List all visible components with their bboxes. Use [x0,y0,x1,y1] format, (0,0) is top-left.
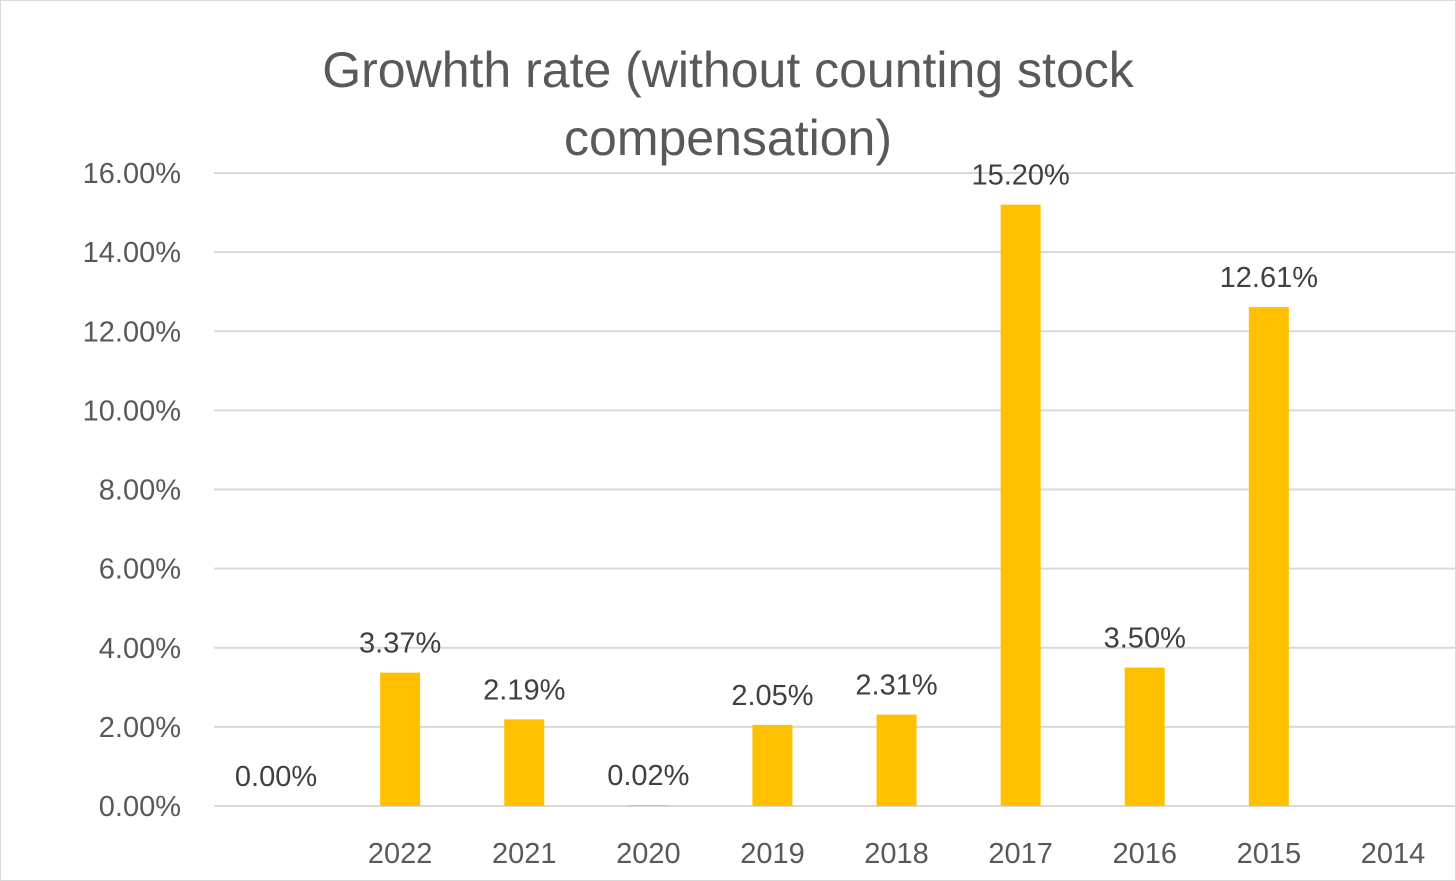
x-tick-label: 2020 [616,838,681,870]
y-tick-label: 14.00% [83,237,181,269]
x-tick-label: 2014 [1361,838,1426,870]
x-tick-label: 2021 [492,838,557,870]
bar [504,719,545,806]
y-tick-label: 8.00% [99,475,181,507]
bar [380,672,421,806]
y-tick-label: 10.00% [83,395,181,427]
bar [1124,667,1165,806]
y-tick-label: 4.00% [99,633,181,665]
bar [752,724,793,806]
y-tick-label: 0.00% [99,791,181,823]
y-tick-label: 2.00% [99,712,181,744]
data-label: 0.02% [607,760,689,792]
x-tick-label: 2018 [864,838,929,870]
bar [1000,204,1041,806]
data-label: 12.61% [1220,262,1318,294]
x-tick-label: 2016 [1112,838,1177,870]
data-label: 2.31% [855,670,937,702]
x-tick-label: 2022 [368,838,433,870]
chart-title-line-1: Growhth rate (without counting stock [322,42,1134,98]
data-label: 0.00% [235,761,317,793]
data-label: 3.50% [1104,623,1186,655]
x-axis: 2022 2021 2020 2019 2018 2017 2016 2015 2014 [368,838,1425,870]
x-tick-label: 2019 [740,838,805,870]
bar [1248,307,1289,806]
bars [380,204,1289,806]
x-tick-label: 2015 [1237,838,1302,870]
bar [628,805,669,806]
data-label: 3.37% [359,628,441,660]
data-label: 15.20% [971,160,1069,192]
chart-title-line-2: compensation) [564,110,892,166]
data-labels: 0.00% 3.37% 2.19% 0.02% 2.05% 2.31% 15.20% 3.50… [235,160,1318,793]
x-tick-label: 2017 [988,838,1053,870]
bar [876,714,917,806]
y-tick-label: 6.00% [99,554,181,586]
data-label: 2.19% [483,674,565,706]
y-axis: 0.00% 2.00% 4.00% 6.00% 8.00% 10.00% 12.00% 14.… [83,158,181,823]
data-label: 2.05% [731,680,813,712]
y-tick-label: 12.00% [83,316,181,348]
y-tick-label: 16.00% [83,158,181,190]
gridlines [214,172,1455,807]
